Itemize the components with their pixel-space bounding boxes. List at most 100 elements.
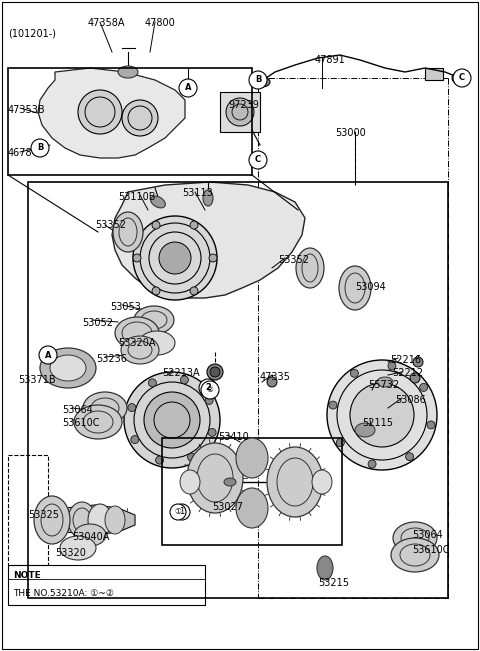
Text: 53086: 53086: [395, 395, 426, 405]
Text: B: B: [255, 76, 261, 85]
Ellipse shape: [391, 538, 439, 572]
Text: 53215: 53215: [318, 578, 349, 588]
Circle shape: [207, 364, 223, 380]
Text: B: B: [37, 143, 43, 152]
Text: NOTE: NOTE: [13, 570, 41, 579]
Text: ①: ①: [175, 508, 181, 516]
Ellipse shape: [151, 196, 166, 208]
Circle shape: [208, 428, 216, 436]
Ellipse shape: [74, 405, 122, 439]
Circle shape: [152, 221, 160, 229]
Text: 53052: 53052: [82, 318, 113, 328]
Ellipse shape: [115, 317, 159, 349]
Ellipse shape: [339, 266, 371, 310]
Text: 47891: 47891: [315, 55, 346, 65]
Circle shape: [78, 90, 122, 134]
Polygon shape: [38, 505, 135, 535]
Ellipse shape: [224, 478, 236, 486]
Text: 53352: 53352: [278, 255, 309, 265]
Ellipse shape: [121, 336, 159, 364]
Text: 53320: 53320: [55, 548, 86, 558]
Text: A: A: [45, 350, 51, 359]
Ellipse shape: [267, 447, 323, 517]
Text: 47800: 47800: [145, 18, 176, 28]
Ellipse shape: [139, 331, 175, 355]
Circle shape: [31, 139, 49, 157]
Ellipse shape: [452, 72, 468, 84]
Circle shape: [122, 100, 158, 136]
Text: 53113: 53113: [182, 188, 213, 198]
Text: 55732: 55732: [368, 380, 399, 390]
Bar: [220, 92, 260, 132]
Circle shape: [39, 346, 57, 364]
Text: ②: ②: [206, 385, 214, 395]
Circle shape: [190, 287, 198, 295]
Text: 47335: 47335: [260, 372, 291, 382]
Text: 46784A: 46784A: [8, 148, 46, 158]
Bar: [28, 182, 448, 598]
Circle shape: [124, 372, 220, 468]
Ellipse shape: [60, 536, 96, 560]
Text: 53064: 53064: [412, 530, 443, 540]
Text: 47358A: 47358A: [88, 18, 125, 28]
Ellipse shape: [203, 190, 213, 206]
Circle shape: [159, 242, 191, 274]
Circle shape: [170, 504, 186, 520]
Circle shape: [327, 360, 437, 470]
Text: 1: 1: [180, 508, 185, 516]
Circle shape: [388, 362, 396, 370]
Ellipse shape: [34, 496, 70, 544]
Ellipse shape: [50, 355, 86, 381]
Circle shape: [267, 377, 277, 387]
Text: 52115: 52115: [362, 418, 393, 428]
Circle shape: [174, 504, 190, 520]
Ellipse shape: [118, 66, 138, 78]
Circle shape: [148, 379, 156, 387]
Circle shape: [210, 367, 220, 377]
Circle shape: [188, 453, 195, 461]
Circle shape: [249, 71, 267, 89]
Circle shape: [226, 98, 254, 126]
Circle shape: [156, 456, 164, 464]
Text: 52213A: 52213A: [162, 368, 200, 378]
Circle shape: [329, 401, 337, 409]
Circle shape: [133, 254, 141, 262]
Circle shape: [249, 151, 267, 169]
Text: C: C: [459, 74, 465, 83]
Text: 53610C: 53610C: [412, 545, 449, 555]
Bar: [8, 68, 252, 175]
Text: 53040A: 53040A: [72, 532, 109, 542]
Circle shape: [350, 369, 359, 378]
Ellipse shape: [134, 306, 174, 334]
Text: C: C: [255, 156, 261, 165]
Circle shape: [131, 436, 139, 443]
Ellipse shape: [236, 488, 268, 528]
Circle shape: [336, 439, 344, 447]
Text: 53320A: 53320A: [118, 338, 156, 348]
Ellipse shape: [296, 248, 324, 288]
Circle shape: [201, 381, 219, 399]
Text: 52212: 52212: [392, 368, 423, 378]
Text: 53325: 53325: [28, 510, 59, 520]
Circle shape: [205, 396, 213, 404]
Text: 53110B: 53110B: [118, 192, 156, 202]
Ellipse shape: [312, 470, 332, 494]
Polygon shape: [38, 68, 185, 158]
Circle shape: [128, 404, 136, 411]
Circle shape: [420, 383, 428, 391]
Circle shape: [427, 421, 435, 429]
Ellipse shape: [187, 443, 243, 513]
Text: 52216: 52216: [390, 355, 421, 365]
Bar: [8, 455, 48, 565]
Text: 53094: 53094: [355, 282, 386, 292]
Text: 2: 2: [205, 383, 211, 393]
Text: 53371B: 53371B: [18, 375, 56, 385]
Circle shape: [180, 376, 189, 384]
Circle shape: [133, 216, 217, 300]
Circle shape: [368, 460, 376, 468]
Text: 53410: 53410: [218, 432, 249, 442]
Bar: [425, 68, 443, 80]
Ellipse shape: [40, 348, 96, 388]
Text: 53352: 53352: [95, 220, 126, 230]
Text: 47353B: 47353B: [8, 105, 46, 115]
